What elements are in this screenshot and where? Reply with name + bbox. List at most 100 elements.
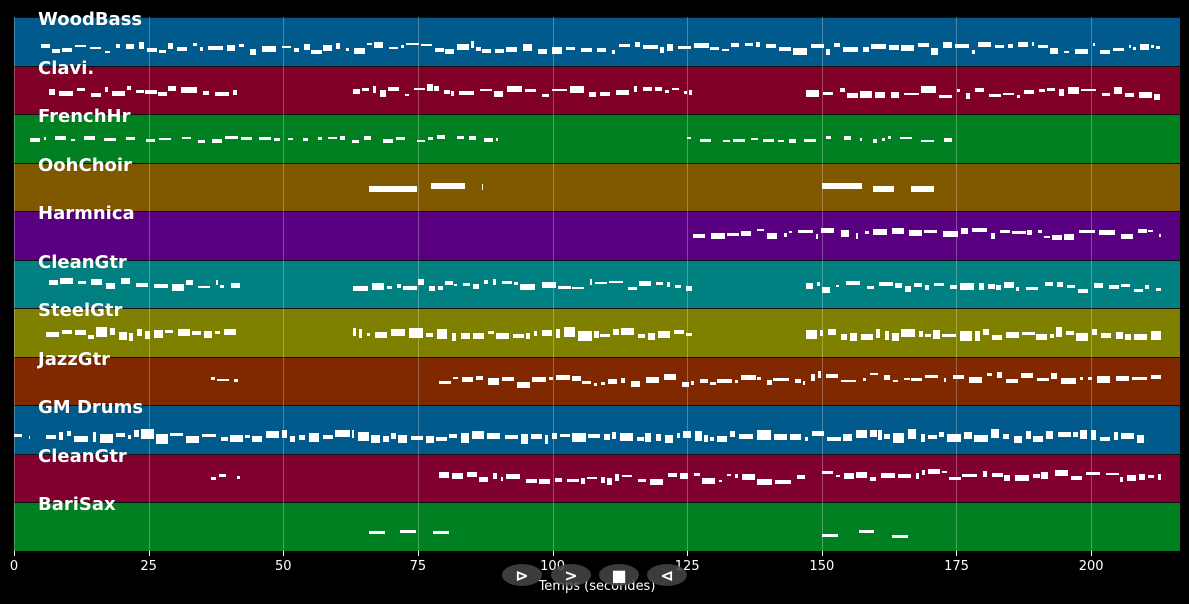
- note: [353, 88, 361, 94]
- note: [1038, 230, 1042, 233]
- track-cleangtr[interactable]: CleanGtr: [14, 446, 1180, 503]
- forward-icon: >: [564, 565, 578, 585]
- note: [897, 473, 911, 478]
- note: [995, 45, 1004, 48]
- note: [304, 43, 311, 51]
- note: [928, 468, 940, 475]
- note: [261, 46, 277, 53]
- note: [842, 47, 858, 53]
- note: [687, 136, 691, 140]
- note: [730, 430, 736, 437]
- track-jazzgtr[interactable]: JazzGtr: [14, 349, 1180, 406]
- x-tick-label: 25: [140, 559, 157, 574]
- note: [659, 47, 665, 53]
- x-tick: [687, 551, 689, 556]
- note: [566, 47, 575, 50]
- note: [756, 228, 764, 232]
- track-frenchhr[interactable]: FrenchHr: [14, 106, 1180, 163]
- note: [215, 280, 219, 286]
- note: [353, 47, 365, 54]
- note: [77, 280, 87, 285]
- note: [126, 137, 135, 140]
- note: [881, 473, 896, 479]
- note: [900, 45, 915, 52]
- note: [822, 92, 834, 95]
- forward-button[interactable]: >: [551, 564, 591, 586]
- track-label: Harmnica: [38, 203, 135, 225]
- note: [655, 433, 662, 441]
- note: [674, 285, 681, 288]
- rewind-button[interactable]: ⊲: [647, 564, 687, 586]
- note: [145, 138, 156, 142]
- note: [884, 433, 891, 439]
- note: [62, 329, 72, 335]
- track-steelgtr[interactable]: SteelGtr: [14, 300, 1180, 357]
- note: [548, 377, 553, 380]
- note: [718, 480, 722, 483]
- track-oohchoir[interactable]: OohChoir: [14, 155, 1180, 212]
- note: [734, 474, 738, 479]
- piano-roll-plot[interactable]: WoodBass Clavi. FrenchHr OohChoir Harmnica Cl…: [14, 9, 1180, 551]
- note: [1115, 331, 1123, 340]
- note: [232, 89, 237, 96]
- note: [274, 137, 280, 141]
- note: [643, 86, 652, 92]
- note: [153, 284, 168, 288]
- note: [881, 138, 885, 141]
- note: [826, 135, 832, 139]
- note: [872, 139, 878, 143]
- note: [710, 232, 726, 240]
- note: [701, 478, 716, 484]
- track-barisax[interactable]: BariSax: [14, 494, 1180, 551]
- note: [238, 43, 245, 47]
- note: [1015, 474, 1029, 481]
- note: [874, 92, 885, 98]
- note: [1017, 42, 1028, 48]
- stop-button[interactable]: ■: [599, 564, 639, 586]
- note: [336, 43, 341, 50]
- note: [361, 88, 370, 91]
- track-clavi-[interactable]: Clavi.: [14, 58, 1180, 115]
- note: [666, 43, 674, 51]
- note: [709, 381, 716, 385]
- note: [587, 433, 600, 439]
- note: [615, 89, 630, 96]
- x-tick: [956, 551, 958, 556]
- note: [556, 329, 561, 338]
- note: [502, 281, 513, 285]
- note: [402, 285, 417, 290]
- note: [921, 139, 935, 143]
- track-woodbass[interactable]: WoodBass: [14, 9, 1180, 66]
- track-cleangtr[interactable]: CleanGtr: [14, 252, 1180, 309]
- note: [202, 91, 210, 96]
- note: [84, 136, 95, 140]
- note: [512, 334, 525, 339]
- track-harmnica[interactable]: Harmnica: [14, 203, 1180, 260]
- note: [367, 332, 371, 337]
- track-gm-drums[interactable]: GM Drums: [14, 397, 1180, 454]
- note: [1137, 228, 1147, 234]
- play-button[interactable]: ⊳: [502, 564, 542, 586]
- note: [1025, 287, 1039, 291]
- note: [982, 470, 988, 478]
- note: [192, 43, 197, 47]
- note: [965, 92, 970, 99]
- note: [1113, 48, 1124, 52]
- note: [600, 381, 606, 386]
- note: [554, 477, 562, 483]
- note: [699, 379, 709, 384]
- note: [258, 136, 272, 141]
- note: [864, 230, 869, 234]
- note: [380, 90, 386, 97]
- note: [1054, 470, 1068, 477]
- note: [810, 43, 824, 48]
- note: [815, 233, 819, 240]
- note: [311, 49, 322, 55]
- note: [928, 435, 937, 439]
- x-tick: [1091, 551, 1093, 556]
- note: [788, 230, 793, 234]
- note: [140, 428, 154, 439]
- note: [1049, 48, 1058, 54]
- note: [46, 332, 60, 338]
- note: [471, 41, 475, 48]
